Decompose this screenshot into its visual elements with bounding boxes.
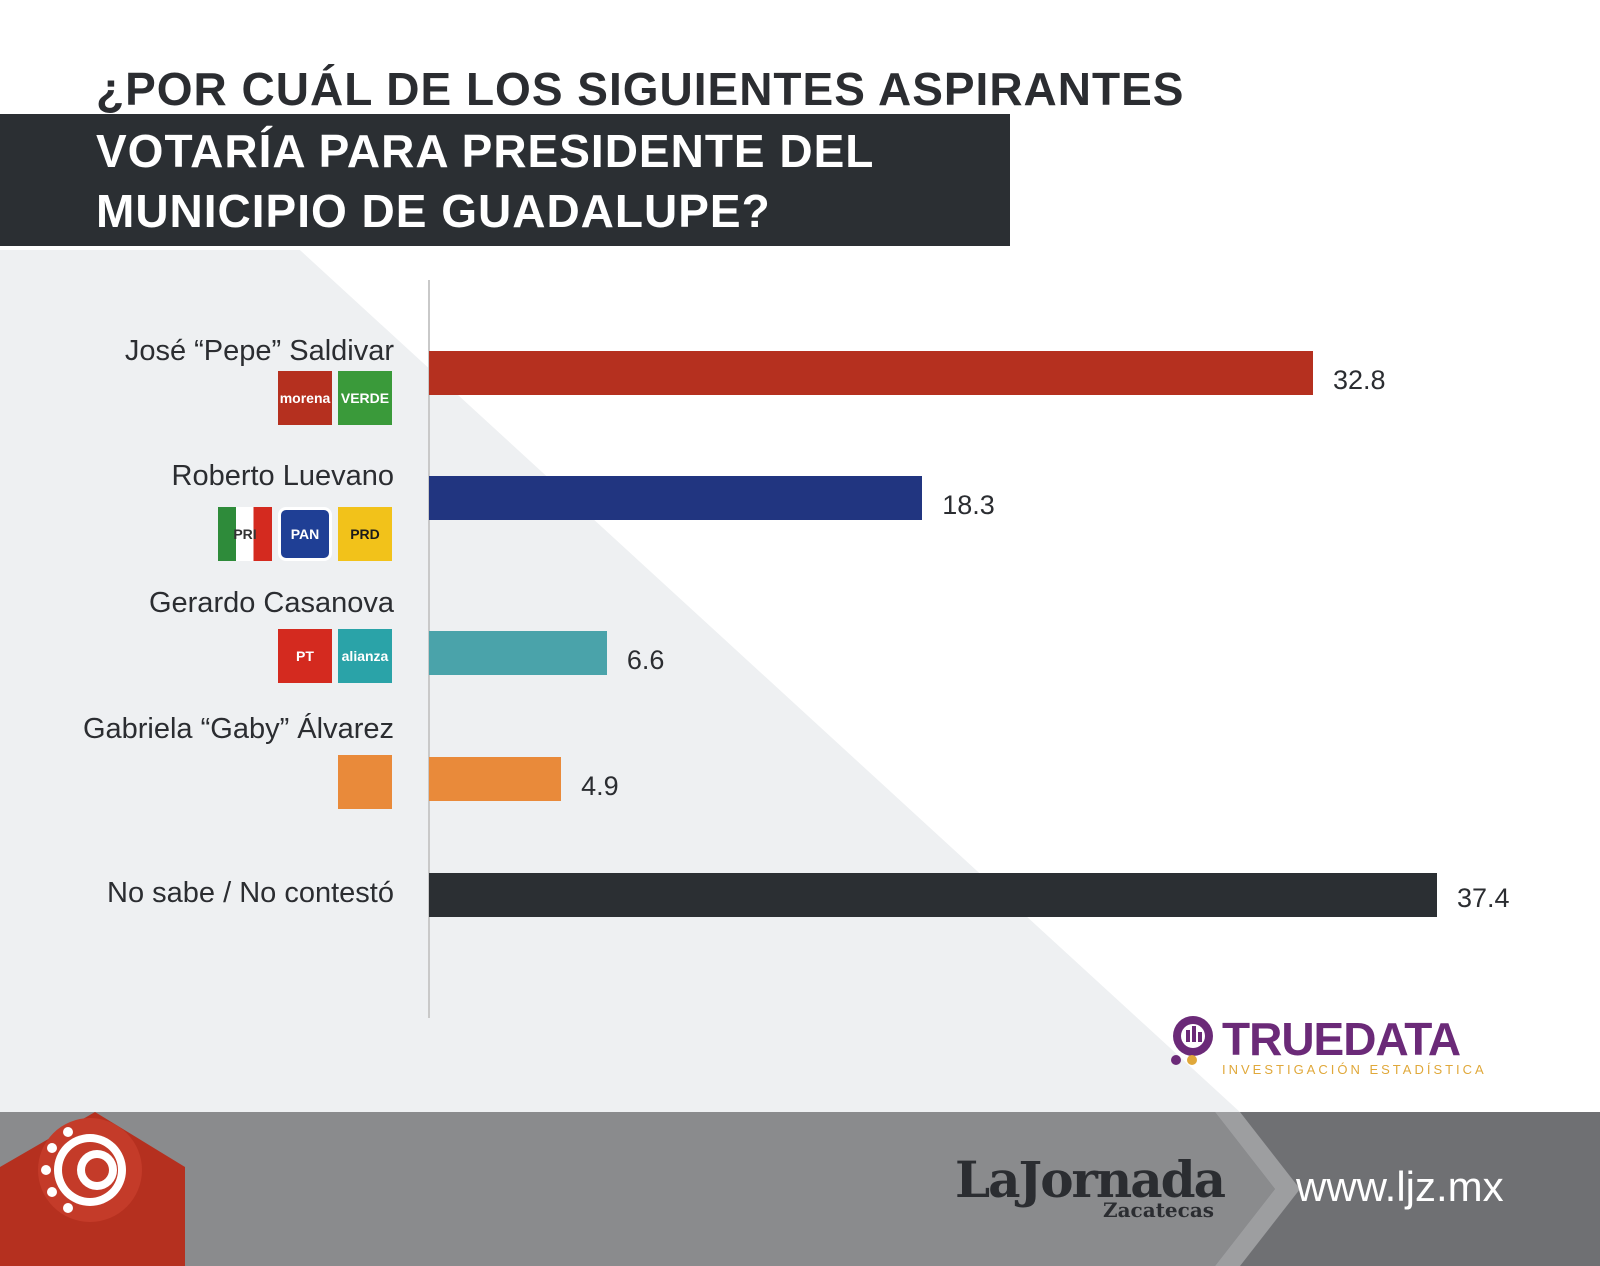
verde-logo: VERDE <box>338 371 392 425</box>
title-banner <box>0 114 1010 246</box>
la-jornada-logo: LaJornada <box>955 1150 1226 1209</box>
chart-title-line-2: VOTARÍA PARA PRESIDENTE DEL <box>96 125 875 177</box>
nueva-alianza-logo: alianza <box>338 629 392 683</box>
bar-0 <box>429 351 1314 395</box>
category-label: Gerardo Casanova <box>148 587 394 619</box>
truedata-logo-text: TRUEDATA <box>1222 1013 1461 1065</box>
pan-logo: PAN <box>278 507 332 561</box>
pri-logo: PRI <box>218 507 272 561</box>
pt-logo: PT <box>278 629 332 683</box>
truedata-subtitle: INVESTIGACIÓN ESTADÍSTICA <box>1222 1062 1487 1077</box>
la-jornada-sun-icon <box>38 1118 142 1222</box>
la-jornada-sub: Zacatecas <box>1103 1198 1215 1222</box>
category-label: Roberto Luevano <box>171 460 395 492</box>
bar-value-label: 32.8 <box>1333 365 1386 395</box>
bar-4 <box>429 873 1437 917</box>
bar-value-label: 18.3 <box>942 490 995 520</box>
movimiento-ciudadano-logo <box>338 755 392 809</box>
bar-3 <box>429 757 562 801</box>
bar-1 <box>429 476 923 520</box>
category-label: José “Pepe” Saldivar <box>124 335 394 367</box>
bar-value-label: 6.6 <box>626 645 665 675</box>
bar-2 <box>429 631 607 675</box>
bar-value-label: 4.9 <box>581 771 619 801</box>
category-label: No sabe / No contestó <box>107 877 394 909</box>
footer-banner <box>0 1112 1600 1266</box>
bar-value-label: 37.4 <box>1457 883 1510 913</box>
truedata-icon <box>1171 1016 1213 1065</box>
prd-logo: PRD <box>338 507 392 561</box>
category-label: Gabriela “Gaby” Álvarez <box>82 713 394 745</box>
morena-logo: morena <box>278 371 332 425</box>
website-url: www.ljz.mx <box>1296 1163 1504 1210</box>
chart-title-line-1: ¿POR CUÁL DE LOS SIGUIENTES ASPIRANTES <box>96 63 1185 115</box>
chart-title-line-3: MUNICIPIO DE GUADALUPE? <box>96 185 771 237</box>
